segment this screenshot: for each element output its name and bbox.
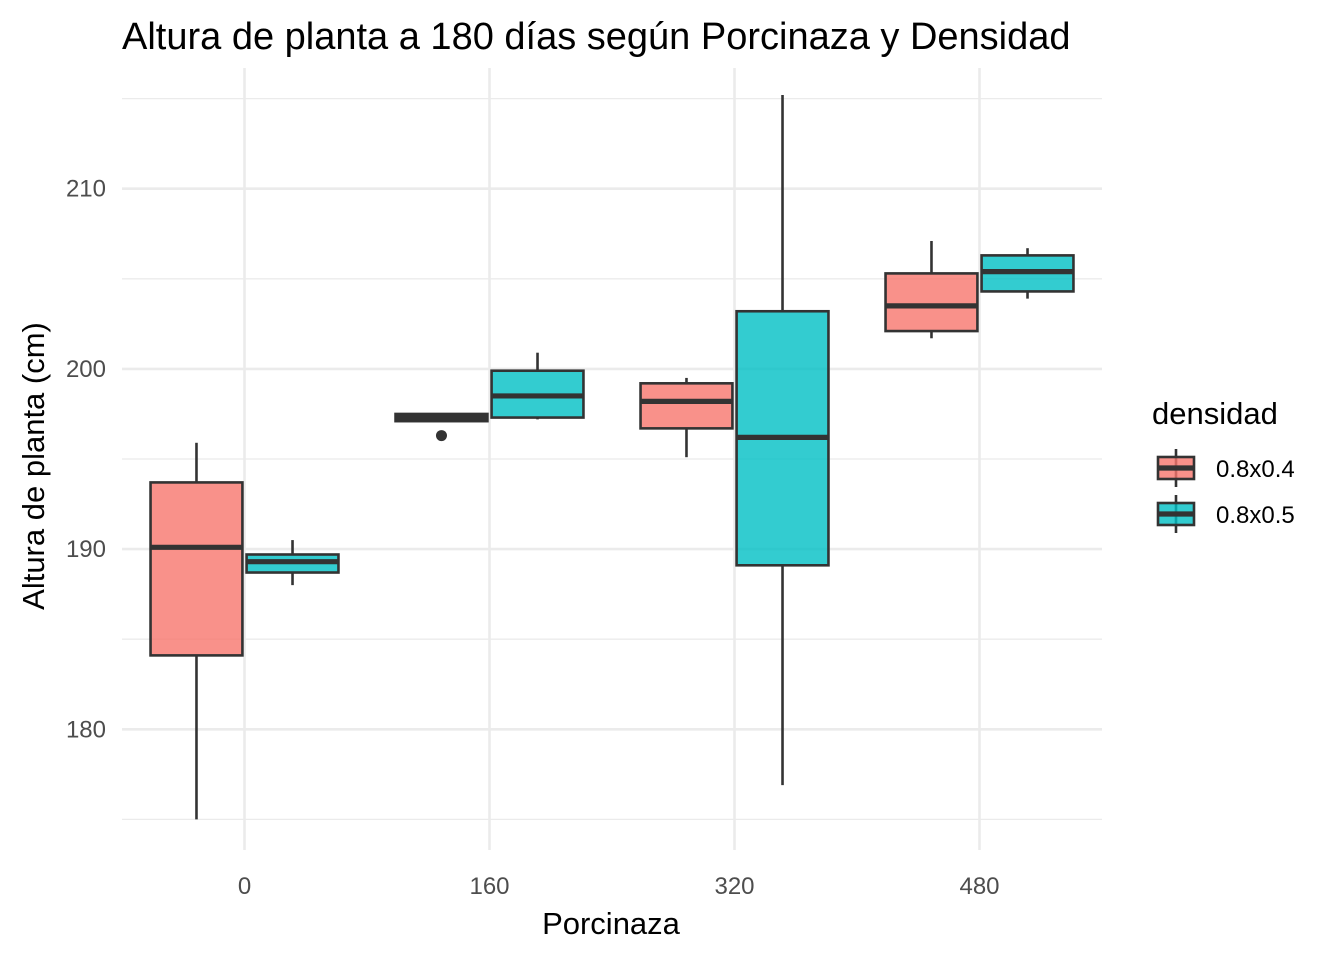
box-iqr xyxy=(884,272,979,333)
y-tick-label: 190 xyxy=(66,536,106,563)
x-tick-label: 160 xyxy=(469,873,509,900)
y-tick-label: 180 xyxy=(66,716,106,743)
y-tick-label: 200 xyxy=(66,356,106,383)
box-layer xyxy=(149,95,1075,820)
outlier-point xyxy=(435,430,447,442)
box-iqr xyxy=(149,481,244,657)
box-iqr xyxy=(639,382,734,430)
y-tick-label: 210 xyxy=(66,176,106,203)
x-axis-title: Porcinaza xyxy=(542,906,681,941)
legend-title: densidad xyxy=(1152,396,1278,431)
legend-label: 0.8x0.5 xyxy=(1216,502,1295,529)
chart-title: Altura de planta a 180 días según Porcin… xyxy=(122,16,1071,58)
x-tick-label: 320 xyxy=(714,873,754,900)
y-axis-title: Altura de planta (cm) xyxy=(16,322,51,610)
legend: densidad 0.8x0.4 0.8x0.5 xyxy=(1152,396,1295,533)
x-tick-label: 0 xyxy=(238,873,251,900)
axis-layer: 180 190 200 210 0 160 320 480 xyxy=(66,176,1000,900)
legend-label: 0.8x0.4 xyxy=(1216,456,1295,483)
grid-layer xyxy=(122,68,1102,850)
x-tick-label: 480 xyxy=(959,873,999,900)
